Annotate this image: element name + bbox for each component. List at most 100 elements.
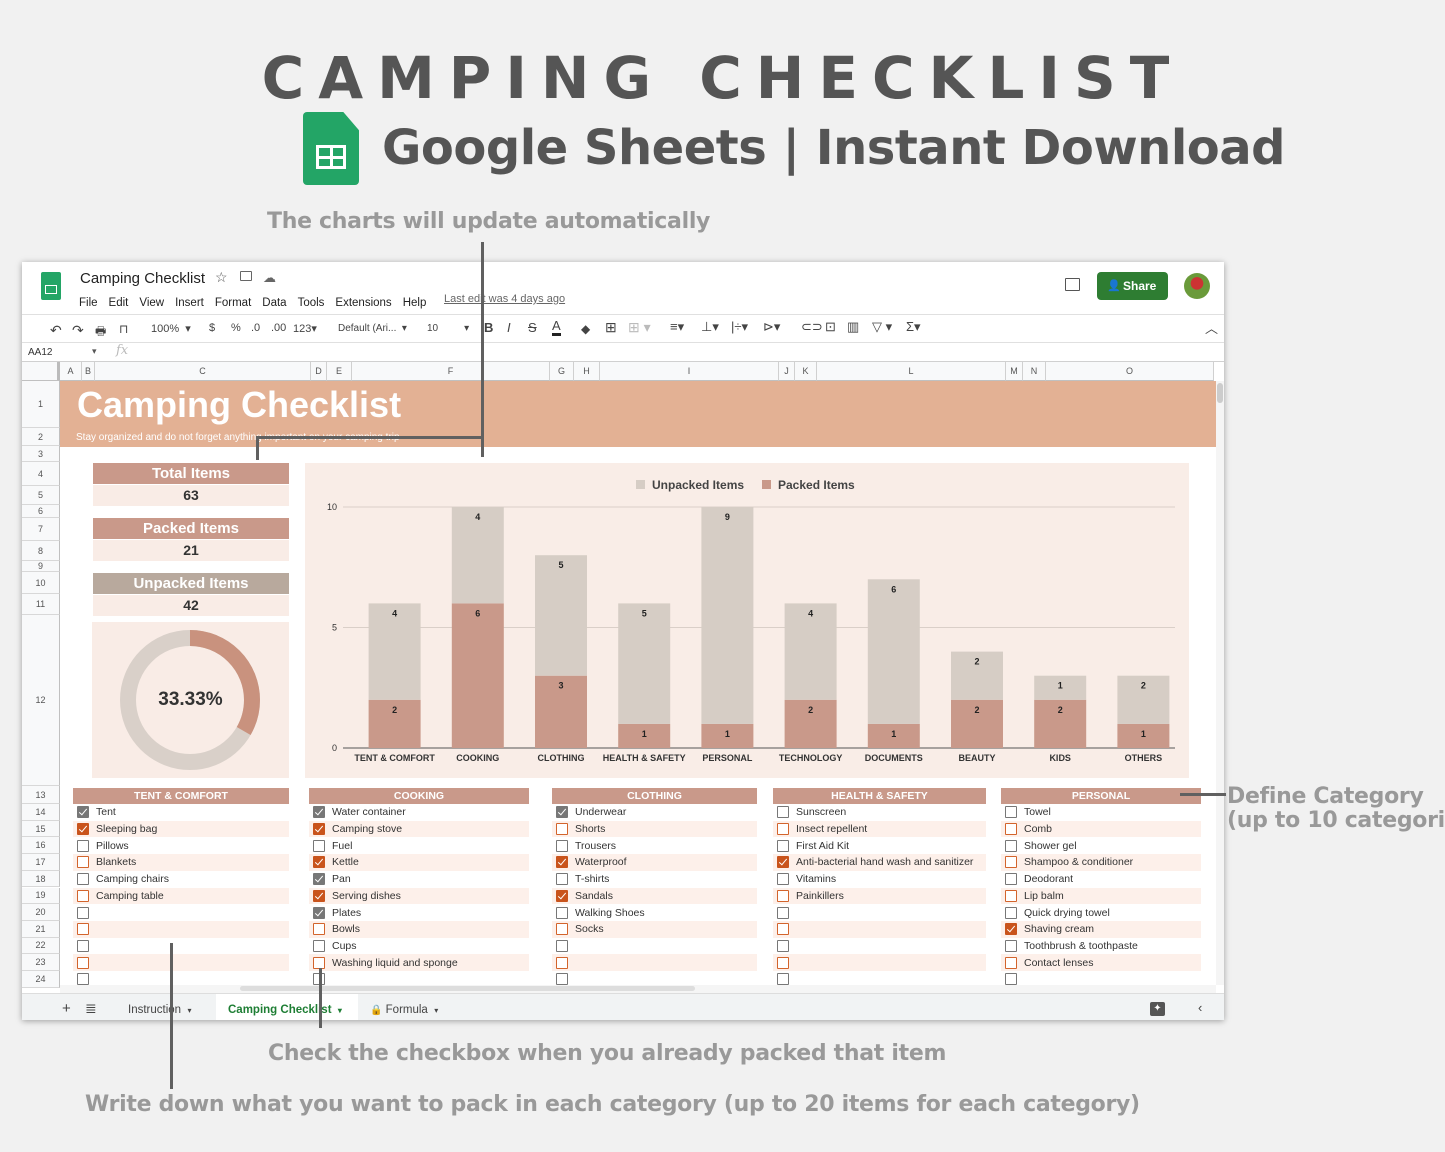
paint-format-icon[interactable]: ⊓ [119, 322, 129, 336]
row-header[interactable]: 1 [22, 381, 60, 428]
column-header-d[interactable]: D [311, 362, 327, 381]
fill-color-icon[interactable]: ◆ [581, 322, 591, 336]
row-header[interactable]: 5 [22, 486, 60, 505]
item-checkbox[interactable] [1005, 806, 1017, 819]
item-checkbox[interactable] [556, 806, 568, 819]
row-header[interactable]: 13 [22, 786, 60, 804]
collapse-toolbar-icon[interactable]: ︿ [1205, 321, 1219, 336]
item-checkbox[interactable] [1005, 856, 1017, 869]
row-header[interactable]: 3 [22, 446, 60, 462]
menu-extensions[interactable]: Extensions [335, 297, 392, 309]
row-header[interactable]: 11 [22, 594, 60, 615]
all-sheets-icon[interactable]: ≣ [85, 1000, 97, 1016]
item-checkbox[interactable] [556, 889, 568, 902]
category-header[interactable]: TENT & COMFORT [73, 788, 289, 804]
comment-history-icon[interactable] [1065, 278, 1080, 291]
menu-help[interactable]: Help [402, 297, 427, 309]
row-header[interactable]: 17 [22, 854, 60, 871]
link-icon[interactable]: ⊂⊃ [801, 319, 823, 334]
item-checkbox[interactable] [1005, 839, 1017, 852]
comment-icon[interactable]: ⊡ [825, 319, 836, 334]
item-name[interactable]: Quick drying towel [1024, 906, 1110, 919]
item-checkbox[interactable] [556, 973, 568, 986]
row-header[interactable]: 23 [22, 954, 60, 971]
item-checkbox[interactable] [1005, 973, 1017, 986]
undo-icon[interactable]: ↶ [50, 322, 62, 338]
item-checkbox[interactable] [777, 973, 789, 986]
item-checkbox[interactable] [313, 956, 325, 969]
tab-formula[interactable]: 🔒 Formula ▾ [370, 1004, 439, 1016]
item-checkbox[interactable] [313, 939, 325, 952]
item-checkbox[interactable] [77, 856, 89, 869]
font-select[interactable]: Default (Ari... ▾ [338, 323, 407, 334]
item-checkbox[interactable] [1005, 956, 1017, 969]
move-folder-icon[interactable] [240, 271, 252, 281]
item-checkbox[interactable] [77, 939, 89, 952]
filter-icon[interactable]: ▽ ▾ [872, 319, 893, 334]
functions-icon[interactable]: Σ▾ [906, 319, 921, 334]
column-header-f[interactable]: F [352, 362, 550, 381]
row-header[interactable]: 10 [22, 572, 60, 594]
avatar[interactable] [1184, 273, 1210, 299]
last-edit-link[interactable]: Last edit was 4 days ago [444, 293, 566, 305]
item-checkbox[interactable] [777, 923, 789, 936]
column-header-h[interactable]: H [574, 362, 600, 381]
item-name[interactable]: Bowls [332, 923, 361, 936]
item-name[interactable]: Anti-bacterial hand wash and sanitizer [796, 856, 974, 869]
column-header-b[interactable]: B [82, 362, 95, 381]
redo-icon[interactable]: ↷ [72, 322, 84, 338]
item-checkbox[interactable] [77, 839, 89, 852]
decrease-decimal-button[interactable]: .0 [251, 322, 261, 334]
item-name[interactable]: Towel [1024, 806, 1051, 819]
item-checkbox[interactable] [556, 956, 568, 969]
menu-format[interactable]: Format [214, 297, 252, 309]
column-header-o[interactable]: O [1046, 362, 1214, 381]
column-header-a[interactable]: A [60, 362, 82, 381]
row-header[interactable]: 8 [22, 541, 60, 561]
item-checkbox[interactable] [1005, 823, 1017, 836]
chart-icon[interactable]: ▥ [847, 319, 860, 334]
item-name[interactable]: Cups [332, 939, 357, 952]
row-header[interactable]: 21 [22, 920, 60, 938]
row-header[interactable]: 24 [22, 971, 60, 988]
item-checkbox[interactable] [313, 889, 325, 902]
menu-insert[interactable]: Insert [175, 297, 204, 309]
category-header[interactable]: HEALTH & SAFETY [773, 788, 986, 804]
text-wrap-icon[interactable]: |÷▾ [731, 319, 749, 334]
item-name[interactable]: Shaving cream [1024, 923, 1095, 936]
item-name[interactable]: Waterproof [575, 856, 627, 869]
percent-button[interactable]: % [231, 322, 241, 334]
item-checkbox[interactable] [777, 856, 789, 869]
row-header[interactable]: 16 [22, 837, 60, 855]
item-checkbox[interactable] [313, 806, 325, 819]
item-name[interactable]: Camping chairs [96, 873, 169, 886]
item-name[interactable]: Pan [332, 873, 351, 886]
item-name[interactable]: Vitamins [796, 873, 837, 886]
item-checkbox[interactable] [77, 973, 89, 986]
font-size-select[interactable]: 10 ▾ [427, 323, 470, 334]
row-header[interactable]: 18 [22, 870, 60, 888]
zoom-select[interactable]: 100% ▾ [151, 323, 191, 335]
item-name[interactable]: Camping table [96, 889, 164, 902]
item-name[interactable]: Washing liquid and sponge [332, 956, 458, 969]
item-name[interactable]: Sandals [575, 889, 613, 902]
category-header[interactable]: COOKING [309, 788, 529, 804]
item-checkbox[interactable] [313, 906, 325, 919]
print-icon[interactable]: 🖶 [95, 324, 107, 338]
item-name[interactable]: Tent [96, 806, 116, 819]
menu-file[interactable]: File [79, 297, 98, 309]
row-header[interactable]: 12 [22, 615, 60, 786]
item-name[interactable]: Shampoo & conditioner [1024, 856, 1134, 869]
item-checkbox[interactable] [1005, 889, 1017, 902]
item-checkbox[interactable] [313, 873, 325, 886]
item-name[interactable]: Contact lenses [1024, 956, 1094, 969]
column-header-c[interactable]: C [95, 362, 311, 381]
item-name[interactable]: Walking Shoes [575, 906, 645, 919]
column-header-n[interactable]: N [1023, 362, 1046, 381]
item-checkbox[interactable] [313, 856, 325, 869]
text-color-icon[interactable]: A [552, 318, 561, 336]
item-checkbox[interactable] [77, 906, 89, 919]
item-checkbox[interactable] [556, 823, 568, 836]
item-name[interactable]: Deodorant [1024, 873, 1074, 886]
menu-view[interactable]: View [139, 297, 165, 309]
